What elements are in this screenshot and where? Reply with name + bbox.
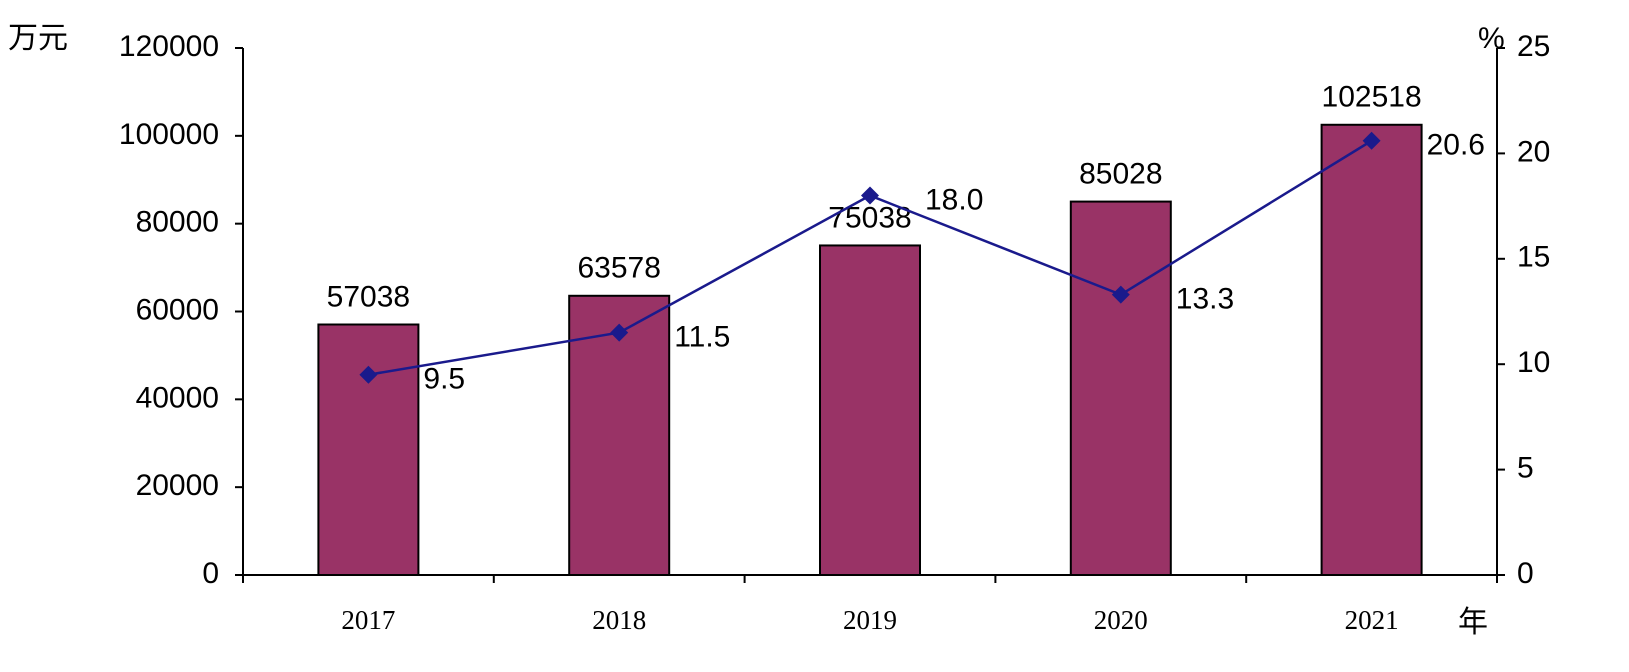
line-marker xyxy=(1362,131,1381,150)
line-value-label: 20.6 xyxy=(1427,129,1485,162)
y2-tick-label: 5 xyxy=(1517,452,1534,485)
line-value-label: 13.3 xyxy=(1176,283,1234,316)
line-value-label: 9.5 xyxy=(423,363,465,396)
y-tick-label: 40000 xyxy=(136,381,219,414)
y2-tick-label: 10 xyxy=(1517,346,1550,379)
y2-tick-label: 20 xyxy=(1517,135,1550,168)
line-marker xyxy=(359,365,378,384)
y-tick-label: 80000 xyxy=(136,206,219,239)
bar xyxy=(1069,200,1172,577)
x-tick-label: 2020 xyxy=(1094,605,1148,635)
bar-value-label: 57038 xyxy=(327,280,410,313)
x-tick-label: 2019 xyxy=(843,605,897,635)
y-axis-label: 万元 xyxy=(8,22,68,55)
bar-value-label: 85028 xyxy=(1079,158,1162,191)
bar xyxy=(317,323,420,576)
bar xyxy=(568,294,671,576)
line-marker xyxy=(861,186,879,205)
y2-tick-label: 15 xyxy=(1517,241,1550,274)
y-tick-label: 20000 xyxy=(136,469,219,502)
x-tick-label: 2017 xyxy=(341,605,395,635)
y-tick-label: 100000 xyxy=(119,118,219,151)
bar-value-label: 102518 xyxy=(1322,81,1422,114)
x-tick-label: 2021 xyxy=(1345,605,1399,635)
y-tick-label: 120000 xyxy=(119,30,219,63)
line-value-label: 11.5 xyxy=(674,321,730,354)
y-tick-label: 60000 xyxy=(136,293,219,326)
y-tick-label: 0 xyxy=(202,557,219,590)
bar xyxy=(1320,123,1423,576)
line-marker xyxy=(1111,285,1130,304)
y2-tick-label: 0 xyxy=(1517,557,1534,590)
y2-tick-label: 25 xyxy=(1517,30,1550,63)
x-tick-label: 2018 xyxy=(592,605,646,635)
line-value-label: 18.0 xyxy=(925,183,983,216)
bar-value-label: 63578 xyxy=(577,252,660,285)
y2-axis-label: % xyxy=(1478,22,1505,55)
bar xyxy=(819,244,921,576)
x-axis-label: 年 xyxy=(1458,606,1488,639)
line-marker xyxy=(610,323,629,342)
